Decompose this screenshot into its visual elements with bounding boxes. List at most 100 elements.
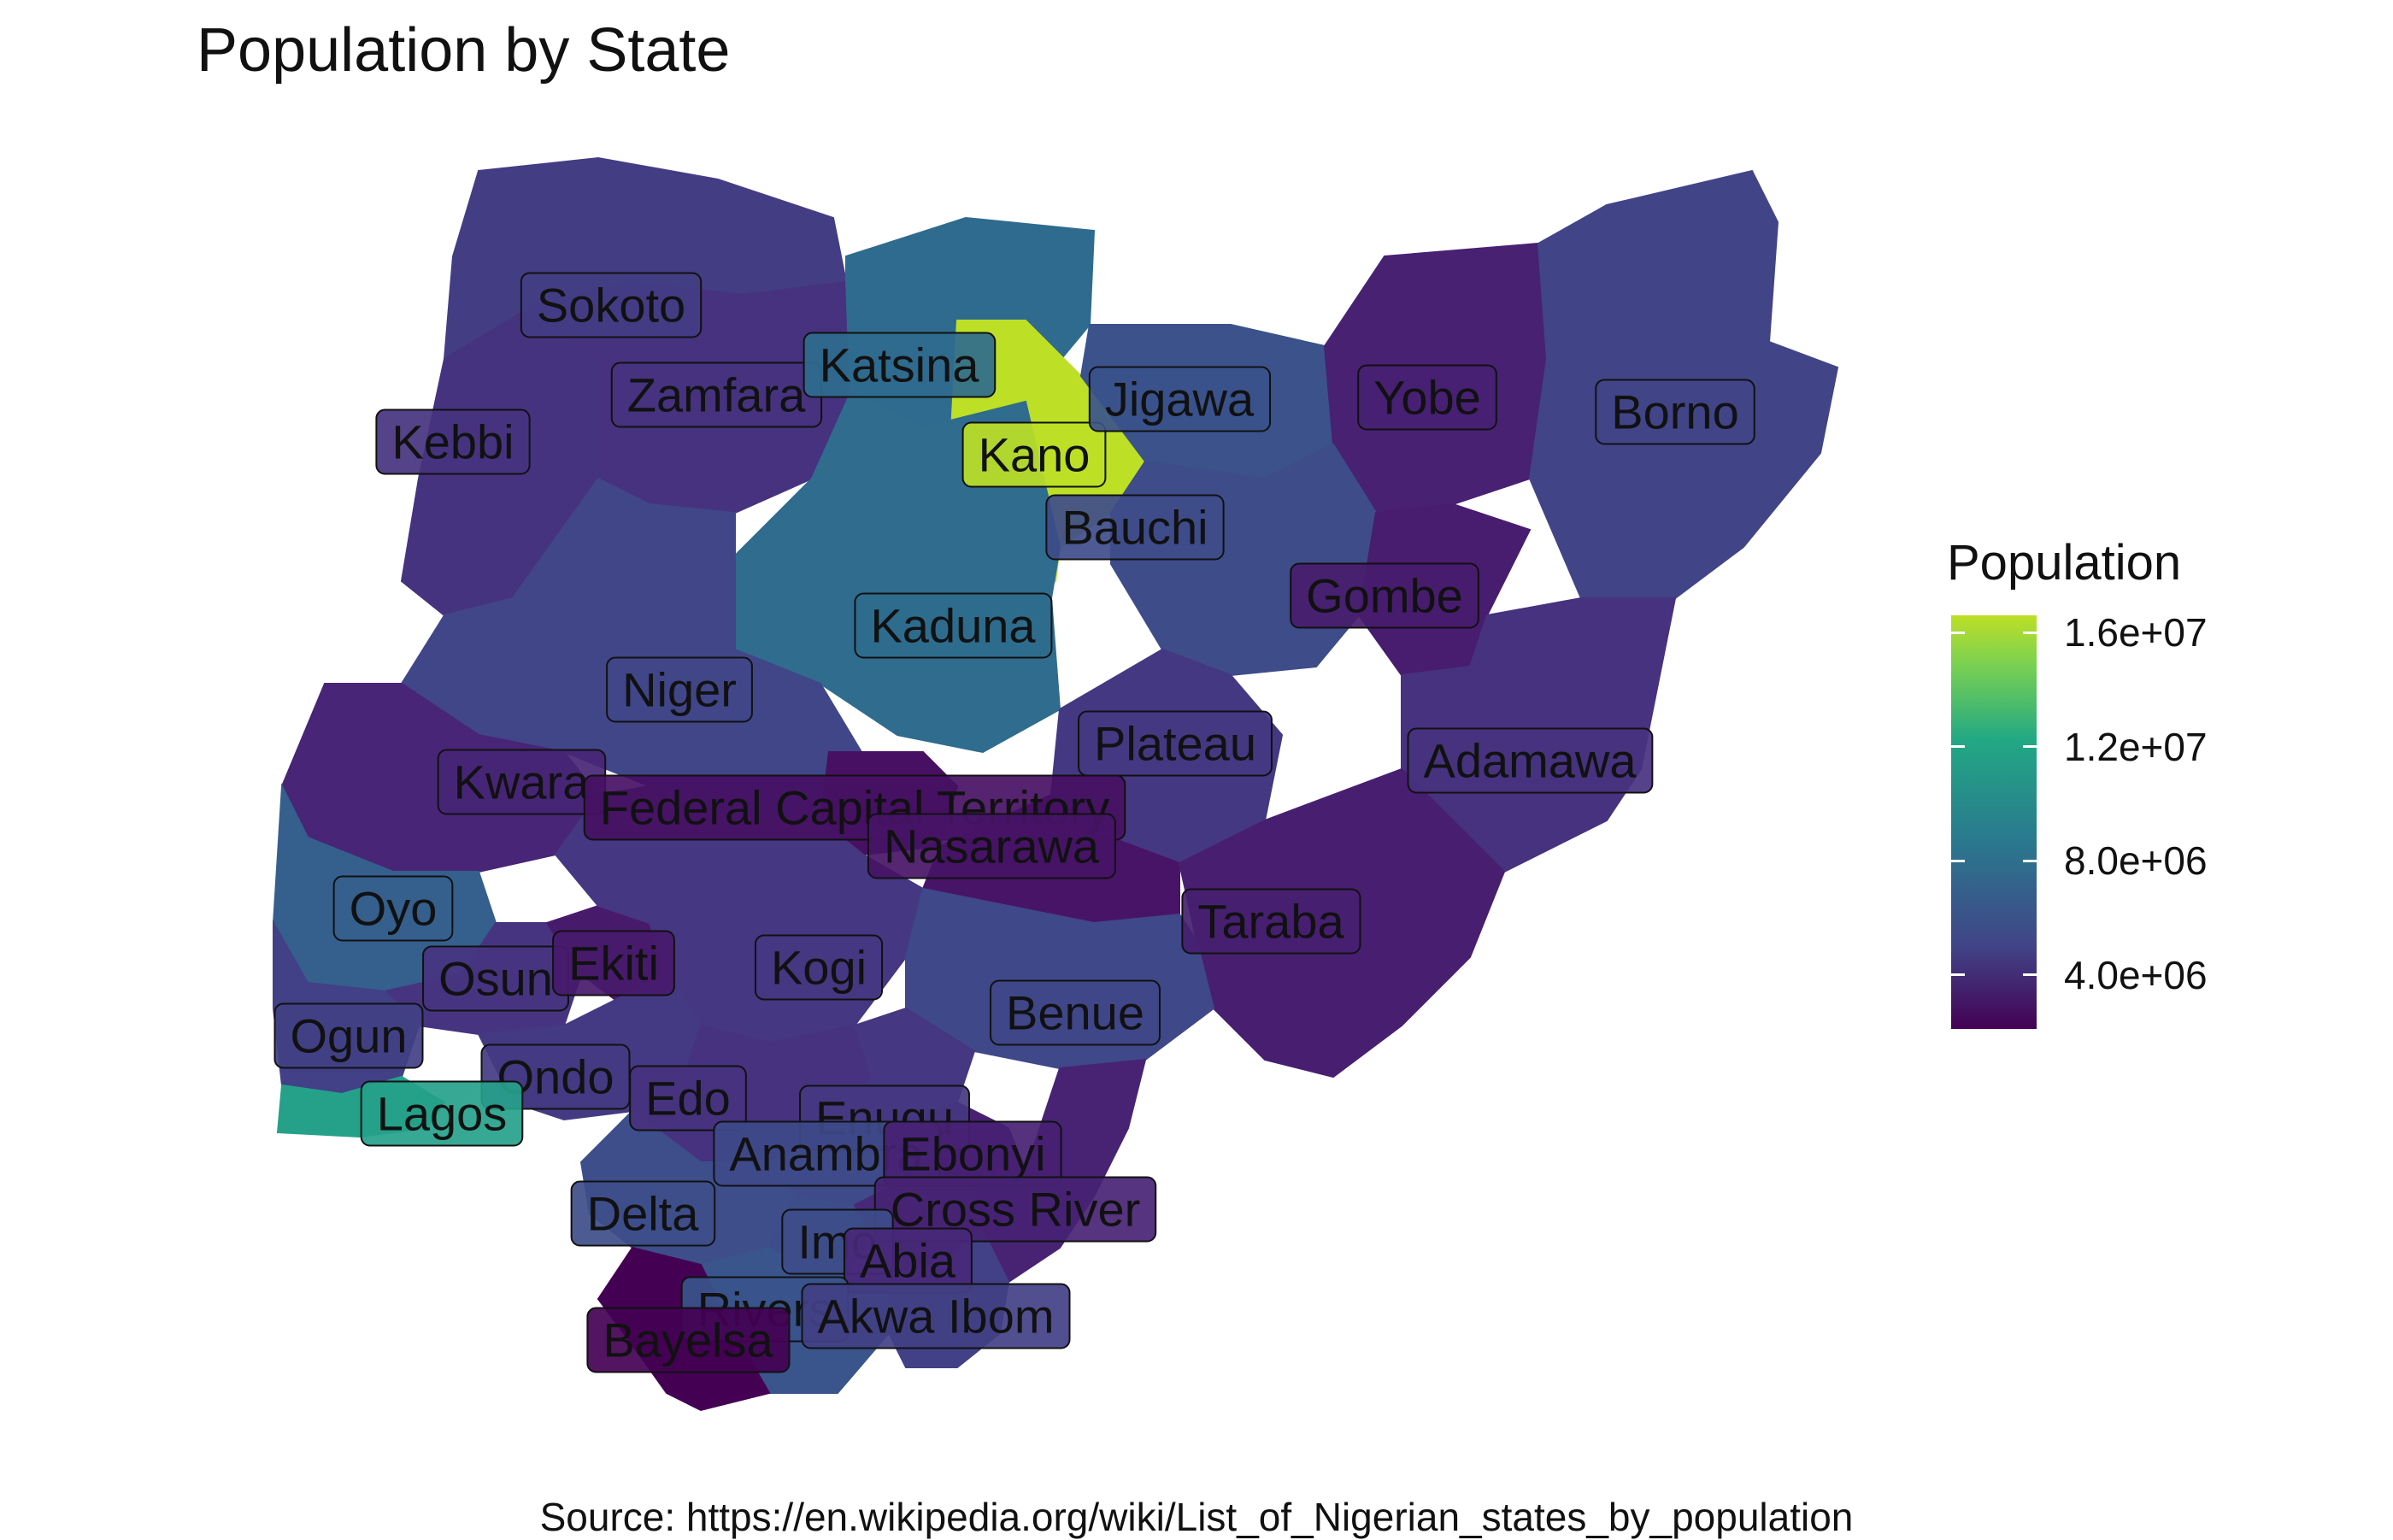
state-label-benue: Benue (990, 979, 1161, 1046)
legend-tick-label: 4.0e+06 (2064, 952, 2208, 997)
state-label-ebonyi: Ebonyi (883, 1120, 1062, 1187)
state-label-box (1088, 366, 1272, 432)
state-label-box (1078, 710, 1273, 777)
state-label-edo: Edo (629, 1065, 747, 1131)
legend-title: Population (1947, 535, 2182, 591)
state-label-kwara: Kwara (437, 749, 607, 815)
state-label-box (803, 332, 997, 398)
state-label-text: Delta (587, 1187, 700, 1241)
state-label-taraba: Taraba (1181, 888, 1361, 955)
state-label-text: Kebbi (391, 415, 514, 469)
legend-tick-mark (1951, 631, 1965, 634)
legend-colorbar (1951, 615, 2037, 1029)
state-label-niger: Niger (606, 656, 753, 723)
state-label-text: Osun (438, 952, 553, 1006)
state-label-box (961, 421, 1107, 488)
legend-tick-mark (2023, 973, 2037, 977)
state-label-text: Bauchi (1061, 501, 1208, 555)
state-label-text: Plateau (1094, 717, 1256, 771)
state-label-text: Kaduna (870, 599, 1036, 653)
state-label-plateau: Plateau (1078, 710, 1273, 777)
legend-tick-label: 1.2e+07 (2064, 724, 2208, 769)
state-label-ondo: Ondo (480, 1043, 631, 1110)
state-label-abia: Abia (843, 1227, 973, 1294)
state-label-text: Taraba (1197, 895, 1344, 949)
state-label-sokoto: Sokoto (520, 272, 703, 338)
source-caption: Source: https://en.wikipedia.org/wiki/Li… (539, 1495, 1854, 1539)
legend-tick-mark (2023, 745, 2037, 749)
legend-tick-label: 1.6e+07 (2064, 610, 2208, 655)
state-label-text: Abia (860, 1234, 956, 1288)
state-label-text: Katsina (820, 338, 980, 392)
state-label-borno: Borno (1595, 379, 1755, 445)
state-label-kano: Kano (961, 421, 1107, 488)
state-label-lagos: Lagos (360, 1080, 524, 1147)
state-label-box (570, 1180, 716, 1247)
state-label-box (1181, 888, 1361, 955)
state-label-kogi: Kogi (754, 934, 884, 1001)
state-label-box (1045, 494, 1225, 561)
state-label-text: Yobe (1373, 371, 1481, 425)
state-label-box (360, 1080, 524, 1147)
state-label-text: Ebonyi (899, 1127, 1045, 1181)
state-label-box (1357, 364, 1497, 431)
map-title: Population by State (197, 16, 731, 85)
state-label-zamfara: Zamfara (610, 361, 823, 428)
state-label-box (754, 934, 884, 1001)
state-label-text: Edo (645, 1072, 731, 1126)
state-label-text: Zamfara (627, 368, 806, 422)
state-label-text: Adamawa (1423, 734, 1637, 788)
state-label-text: Kano (979, 428, 1091, 482)
legend-tick-mark (2023, 859, 2037, 862)
state-label-box (1595, 379, 1755, 445)
legend-tick-label: 8.0e+06 (2064, 838, 2208, 884)
state-label-text: Sokoto (537, 279, 685, 332)
state-label-katsina: Katsina (803, 332, 997, 398)
state-label-box (606, 656, 753, 723)
state-label-box (801, 1283, 1071, 1349)
state-label-text: Ogun (291, 1009, 408, 1063)
state-label-box (552, 930, 675, 996)
state-label-text: Lagos (377, 1087, 508, 1141)
state-label-box (1407, 727, 1654, 794)
legend-tick-mark (1951, 973, 1965, 977)
state-label-text: Jigawa (1105, 373, 1255, 426)
state-label-kaduna: Kaduna (854, 592, 1053, 659)
state-label-text: Gombe (1306, 569, 1463, 623)
legend-tick-mark (1951, 859, 1965, 862)
state-label-box (375, 409, 531, 475)
state-label-akwa-ibom: Akwa Ibom (801, 1283, 1071, 1349)
state-label-box (867, 813, 1116, 879)
state-label-text: Ekiti (568, 937, 659, 990)
state-label-oyo: Oyo (332, 875, 454, 942)
state-label-nasarawa: Nasarawa (867, 813, 1116, 879)
state-label-ekiti: Ekiti (552, 930, 675, 996)
state-label-bauchi: Bauchi (1045, 494, 1225, 561)
state-label-osun: Osun (422, 945, 569, 1012)
state-labels: Sokoto Zamfara Katsina Kebbi Kano Jigawa Yobe B… (273, 272, 1755, 1373)
state-label-box (1290, 562, 1479, 629)
legend-tick-mark (1951, 745, 1965, 749)
state-label-delta: Delta (570, 1180, 716, 1247)
legend-tick-mark (2023, 631, 2037, 634)
state-label-text: Akwa Ibom (818, 1290, 1055, 1343)
state-label-gombe: Gombe (1290, 562, 1479, 629)
state-label-box (332, 875, 454, 942)
state-label-ogun: Ogun (273, 1002, 424, 1069)
state-label-text: Benue (1006, 986, 1144, 1040)
state-label-adamawa: Adamawa (1407, 727, 1654, 794)
state-label-yobe: Yobe (1357, 364, 1497, 431)
state-label-text: Borno (1611, 385, 1738, 439)
state-label-cross-river: Cross River (873, 1176, 1157, 1243)
state-label-kebbi: Kebbi (375, 409, 531, 475)
state-label-box (520, 272, 703, 338)
state-label-text: Cross River (891, 1183, 1140, 1237)
state-label-box (854, 592, 1053, 659)
state-label-text: Kogi (771, 941, 867, 995)
state-label-box (629, 1065, 747, 1131)
state-label-text: Kwara (454, 755, 591, 809)
state-label-box (990, 979, 1161, 1046)
state-label-jigawa: Jigawa (1088, 366, 1272, 432)
